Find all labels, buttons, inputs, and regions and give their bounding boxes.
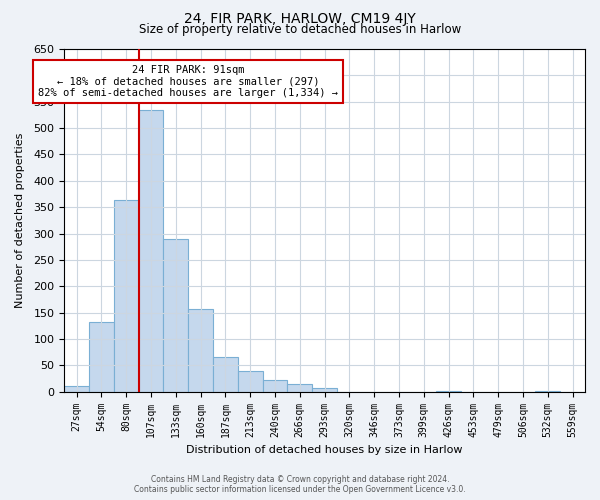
Bar <box>64 386 89 392</box>
Text: Contains HM Land Registry data © Crown copyright and database right 2024.
Contai: Contains HM Land Registry data © Crown c… <box>134 474 466 494</box>
Bar <box>312 388 337 392</box>
Bar <box>163 239 188 392</box>
Text: 24 FIR PARK: 91sqm
← 18% of detached houses are smaller (297)
82% of semi-detach: 24 FIR PARK: 91sqm ← 18% of detached hou… <box>38 65 338 98</box>
Bar <box>213 358 238 392</box>
X-axis label: Distribution of detached houses by size in Harlow: Distribution of detached houses by size … <box>187 445 463 455</box>
Y-axis label: Number of detached properties: Number of detached properties <box>15 132 25 308</box>
Bar <box>89 322 114 392</box>
Bar <box>263 380 287 392</box>
Bar <box>436 391 461 392</box>
Text: 24, FIR PARK, HARLOW, CM19 4JY: 24, FIR PARK, HARLOW, CM19 4JY <box>184 12 416 26</box>
Text: Size of property relative to detached houses in Harlow: Size of property relative to detached ho… <box>139 22 461 36</box>
Bar <box>238 370 263 392</box>
Bar <box>139 110 163 392</box>
Bar <box>287 384 312 392</box>
Bar <box>114 200 139 392</box>
Bar <box>188 309 213 392</box>
Bar <box>535 391 560 392</box>
